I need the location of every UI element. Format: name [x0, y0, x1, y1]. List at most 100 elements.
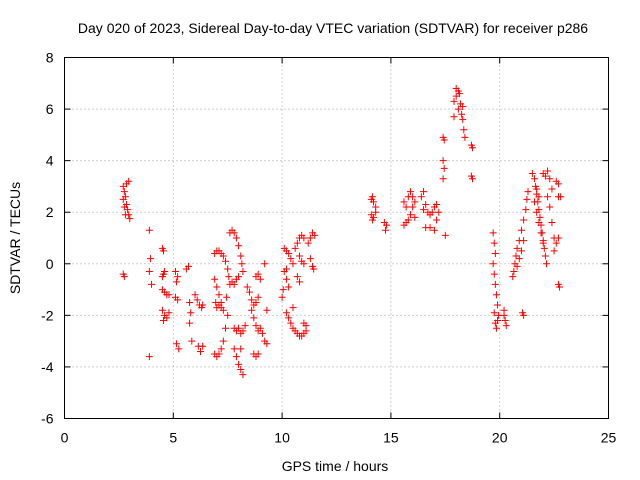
- data-point: [520, 216, 528, 224]
- data-point: [282, 265, 290, 273]
- data-point: [509, 273, 517, 281]
- data-point: [296, 278, 304, 286]
- data-point: [546, 203, 554, 211]
- data-point: [541, 172, 549, 180]
- data-point: [165, 309, 173, 317]
- data-point: [187, 309, 195, 317]
- data-point: [524, 188, 532, 196]
- data-point: [381, 226, 389, 234]
- data-point: [411, 198, 419, 206]
- data-point: [450, 113, 458, 121]
- data-point: [263, 306, 271, 314]
- data-point: [539, 239, 547, 247]
- y-tick-label: 6: [46, 101, 54, 117]
- data-point: [259, 329, 267, 337]
- data-point: [287, 255, 295, 263]
- data-point: [219, 337, 227, 345]
- data-point: [491, 249, 499, 257]
- x-tick-label: 5: [169, 430, 177, 446]
- y-tick-label: -2: [41, 307, 54, 323]
- data-point: [409, 203, 417, 211]
- data-point: [188, 337, 196, 345]
- data-point: [531, 175, 539, 183]
- data-point: [160, 317, 168, 325]
- data-point: [215, 291, 223, 299]
- data-point: [406, 211, 414, 219]
- data-point: [252, 298, 260, 306]
- data-point: [494, 317, 502, 325]
- data-point: [304, 239, 312, 247]
- data-point: [492, 291, 500, 299]
- data-point: [554, 180, 562, 188]
- data-point: [223, 293, 231, 301]
- data-point: [174, 273, 182, 281]
- data-point: [193, 296, 201, 304]
- data-point: [535, 193, 543, 201]
- data-point: [215, 350, 223, 358]
- data-point: [254, 293, 262, 301]
- y-tick-label: 8: [46, 50, 54, 66]
- data-point: [237, 366, 245, 374]
- data-point: [241, 322, 249, 330]
- data-point: [460, 126, 468, 134]
- data-point: [174, 296, 182, 304]
- data-point: [502, 322, 510, 330]
- data-point: [146, 255, 154, 263]
- data-point: [533, 185, 541, 193]
- data-point: [145, 226, 153, 234]
- data-point: [279, 286, 287, 294]
- data-point: [224, 311, 232, 319]
- data-point: [430, 226, 438, 234]
- data-point: [459, 102, 467, 110]
- data-point: [441, 231, 449, 239]
- data-point: [222, 257, 230, 265]
- data-point: [531, 198, 539, 206]
- data-point: [191, 291, 199, 299]
- data-point: [492, 324, 500, 332]
- x-tick-label: 15: [383, 430, 399, 446]
- data-point: [217, 304, 225, 312]
- x-tick-label: 0: [61, 430, 69, 446]
- data-point: [148, 280, 156, 288]
- data-point: [228, 278, 236, 286]
- data-point: [528, 170, 536, 178]
- data-point: [235, 360, 243, 368]
- data-point: [520, 311, 528, 319]
- data-point: [422, 200, 430, 208]
- data-point: [409, 193, 417, 201]
- data-point: [536, 213, 544, 221]
- data-point: [213, 283, 221, 291]
- data-point: [489, 260, 497, 268]
- plot-frame: [64, 57, 609, 419]
- x-axis-label: GPS time / hours: [282, 458, 389, 474]
- data-point: [243, 283, 251, 291]
- data-point: [282, 275, 290, 283]
- data-point: [489, 229, 497, 237]
- data-point: [158, 306, 166, 314]
- data-point: [230, 229, 238, 237]
- data-point: [548, 219, 556, 227]
- data-point: [406, 188, 414, 196]
- data-point: [237, 345, 245, 353]
- data-point: [461, 133, 469, 141]
- data-point: [289, 304, 297, 312]
- data-point: [440, 136, 448, 144]
- data-point: [248, 306, 256, 314]
- y-tick-label: 2: [46, 204, 54, 220]
- data-point: [535, 219, 543, 227]
- data-point: [435, 208, 443, 216]
- y-tick-label: -6: [41, 411, 54, 427]
- data-point: [469, 144, 476, 152]
- data-point: [296, 252, 304, 260]
- data-point: [540, 244, 548, 252]
- data-point: [552, 239, 560, 247]
- data-point: [550, 247, 558, 255]
- data-point: [369, 198, 377, 206]
- data-point: [548, 185, 556, 193]
- data-point: [199, 342, 207, 350]
- data-point: [455, 90, 463, 98]
- data-point: [199, 301, 207, 309]
- data-point: [293, 273, 301, 281]
- data-point: [494, 301, 502, 309]
- data-point: [439, 157, 447, 165]
